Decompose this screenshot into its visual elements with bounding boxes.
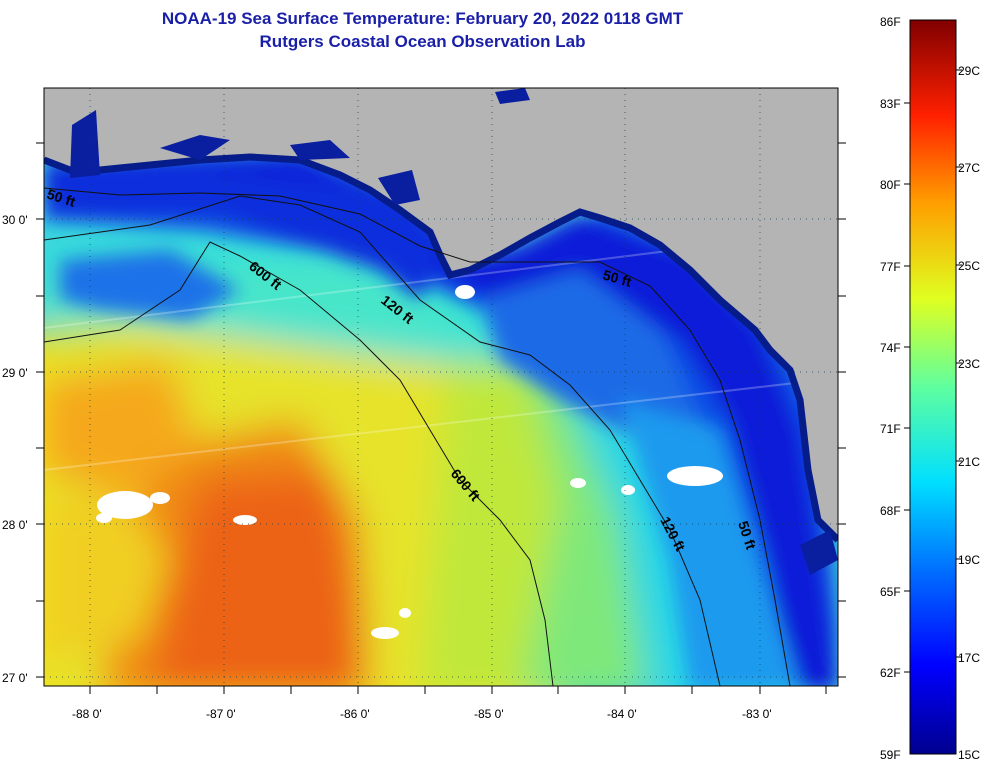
cb-label-65f: 65F bbox=[880, 585, 901, 599]
cb-label-71f: 71F bbox=[880, 422, 901, 436]
st-andrew-bay bbox=[378, 170, 420, 205]
lat-label-28: 28 0' bbox=[2, 518, 28, 532]
contour-50ft bbox=[44, 187, 791, 686]
choctawhatchee-bay bbox=[290, 140, 350, 160]
pensacola-bay bbox=[160, 135, 230, 160]
cb-label-83f: 83F bbox=[880, 97, 901, 111]
map-title: NOAA-19 Sea Surface Temperature: Februar… bbox=[161, 9, 684, 28]
map-subtitle: Rutgers Coastal Ocean Observation Lab bbox=[259, 32, 586, 51]
lon-label-88: -88 0' bbox=[72, 707, 102, 721]
cb-label-80f: 80F bbox=[880, 178, 901, 192]
colorbar: 86F 83F 80F 77F 74F 71F 68F 65F 62F 59F … bbox=[880, 15, 980, 762]
cb-label-74f: 74F bbox=[880, 341, 901, 355]
cb-label-17c: 17C bbox=[958, 651, 980, 665]
lon-label-85: -85 0' bbox=[474, 707, 504, 721]
lat-label-30: 30 0' bbox=[2, 213, 28, 227]
lon-label-83: -83 0' bbox=[742, 707, 772, 721]
cb-label-25c: 25C bbox=[958, 259, 980, 273]
lat-label-27: 27 0' bbox=[2, 671, 28, 685]
lon-label-84: -84 0' bbox=[607, 707, 637, 721]
cb-label-62f: 62F bbox=[880, 666, 901, 680]
cb-label-27c: 27C bbox=[958, 161, 980, 175]
colorbar-gradient bbox=[909, 19, 957, 755]
cb-label-59f: 59F bbox=[880, 748, 901, 762]
axis-ticks bbox=[36, 142, 846, 694]
cb-label-19c: 19C bbox=[958, 553, 980, 567]
cb-label-29c: 29C bbox=[958, 64, 980, 78]
cb-label-15c: 15C bbox=[958, 748, 980, 762]
contour-label-50ft-north: 50 ft bbox=[601, 267, 633, 290]
cb-label-77f: 77F bbox=[880, 260, 901, 274]
mobile-bay bbox=[70, 110, 100, 178]
lon-label-87: -87 0' bbox=[206, 707, 236, 721]
inland-lake bbox=[495, 88, 530, 104]
cb-label-23c: 23C bbox=[958, 357, 980, 371]
cb-label-86f: 86F bbox=[880, 15, 901, 29]
cb-label-68f: 68F bbox=[880, 504, 901, 518]
cb-label-21c: 21C bbox=[958, 455, 980, 469]
graticule bbox=[44, 88, 838, 686]
cloud-cover bbox=[96, 285, 723, 639]
bathymetry-contours bbox=[44, 187, 791, 686]
tampa-bay bbox=[800, 530, 838, 575]
land-mass bbox=[44, 88, 838, 540]
lon-label-86: -86 0' bbox=[340, 707, 370, 721]
contour-120ft bbox=[44, 195, 721, 686]
lat-label-29: 29 0' bbox=[2, 366, 28, 380]
sst-field bbox=[44, 88, 838, 686]
contour-600ft bbox=[44, 241, 554, 686]
